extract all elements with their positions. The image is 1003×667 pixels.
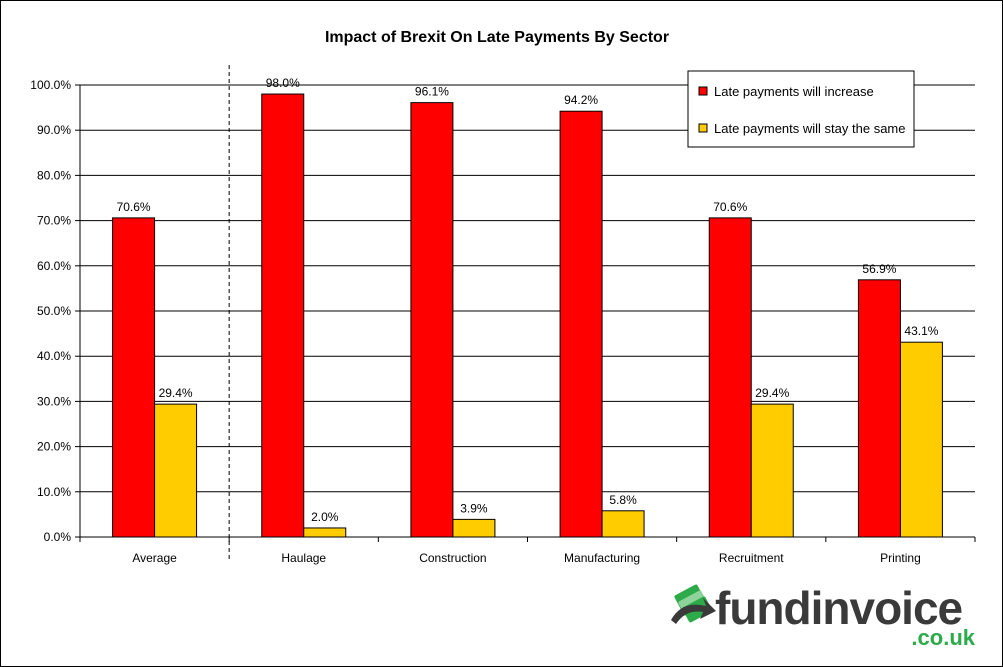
- data-label: 5.8%: [609, 493, 637, 507]
- x-tick-label: Recruitment: [719, 551, 784, 565]
- bar-same-construction: [452, 518, 496, 538]
- legend-box: [687, 70, 915, 148]
- y-tick-label: 10.0%: [37, 485, 71, 499]
- y-tick-label: 40.0%: [37, 349, 71, 363]
- logo-word-invoice: invoice: [811, 582, 963, 634]
- bar-increase-printing: [857, 279, 901, 538]
- x-tick-label: Haulage: [281, 551, 326, 565]
- data-label: 56.9%: [862, 262, 896, 276]
- y-tick-label: 90.0%: [37, 123, 71, 137]
- data-label: 2.0%: [311, 510, 339, 524]
- bar-increase-haulage: [261, 93, 305, 538]
- legend: Late payments will increase Late payment…: [687, 70, 915, 148]
- data-label: 29.4%: [159, 386, 193, 400]
- legend-label-same: Late payments will stay the same: [714, 121, 905, 136]
- y-tick-label: 100.0%: [30, 78, 71, 92]
- data-label: 96.1%: [415, 85, 449, 99]
- bar-same-haulage: [303, 527, 347, 538]
- y-tick-label: 70.0%: [37, 214, 71, 228]
- bar-increase-recruitment: [708, 217, 752, 538]
- y-tick-label: 20.0%: [37, 440, 71, 454]
- bars: [112, 93, 943, 538]
- y-tick-label: 30.0%: [37, 394, 71, 408]
- chart-title: Impact of Brexit On Late Payments By Sec…: [325, 29, 669, 46]
- legend-label-increase: Late payments will increase: [714, 84, 874, 99]
- bar-same-recruitment: [750, 403, 794, 538]
- money-arrow-icon: [671, 584, 716, 624]
- legend-swatch-same: [698, 123, 708, 133]
- fundinvoice-logo: fundinvoice .co.uk: [671, 582, 976, 650]
- x-tick-label: Printing: [880, 551, 921, 565]
- bar-increase-construction: [410, 102, 454, 538]
- bar-same-average: [154, 403, 198, 538]
- bar-same-manufacturing: [601, 510, 645, 538]
- data-label: 70.6%: [713, 200, 747, 214]
- y-tick-label: 60.0%: [37, 259, 71, 273]
- data-labels: 70.6% 98.0% 96.1% 94.2% 70.6% 56.9% 29.4% 2.0% 3…: [117, 76, 939, 524]
- x-tick-label: Construction: [419, 551, 486, 565]
- x-tick-label: Average: [132, 551, 177, 565]
- data-label: 70.6%: [117, 200, 151, 214]
- bar-increase-average: [112, 217, 156, 538]
- data-label: 29.4%: [755, 386, 789, 400]
- data-label: 94.2%: [564, 93, 598, 107]
- y-tick-label: 0.0%: [44, 530, 72, 544]
- y-tick-label: 80.0%: [37, 168, 71, 182]
- legend-swatch-increase: [698, 86, 708, 96]
- logo-domain: .co.uk: [911, 625, 975, 650]
- bar-same-printing: [899, 341, 943, 538]
- y-tick-label: 50.0%: [37, 304, 71, 318]
- x-tick-label: Manufacturing: [564, 551, 640, 565]
- logo-wordmark: fundinvoice: [715, 582, 963, 634]
- bar-increase-manufacturing: [559, 110, 603, 538]
- data-label: 98.0%: [266, 76, 300, 90]
- data-label: 43.1%: [904, 324, 938, 338]
- logo-word-fund: fund: [715, 582, 811, 634]
- data-label: 3.9%: [460, 501, 488, 515]
- axes: 0.0% 10.0% 20.0% 30.0% 40.0% 50.0% 60.0% 70.0% 8…: [30, 65, 976, 565]
